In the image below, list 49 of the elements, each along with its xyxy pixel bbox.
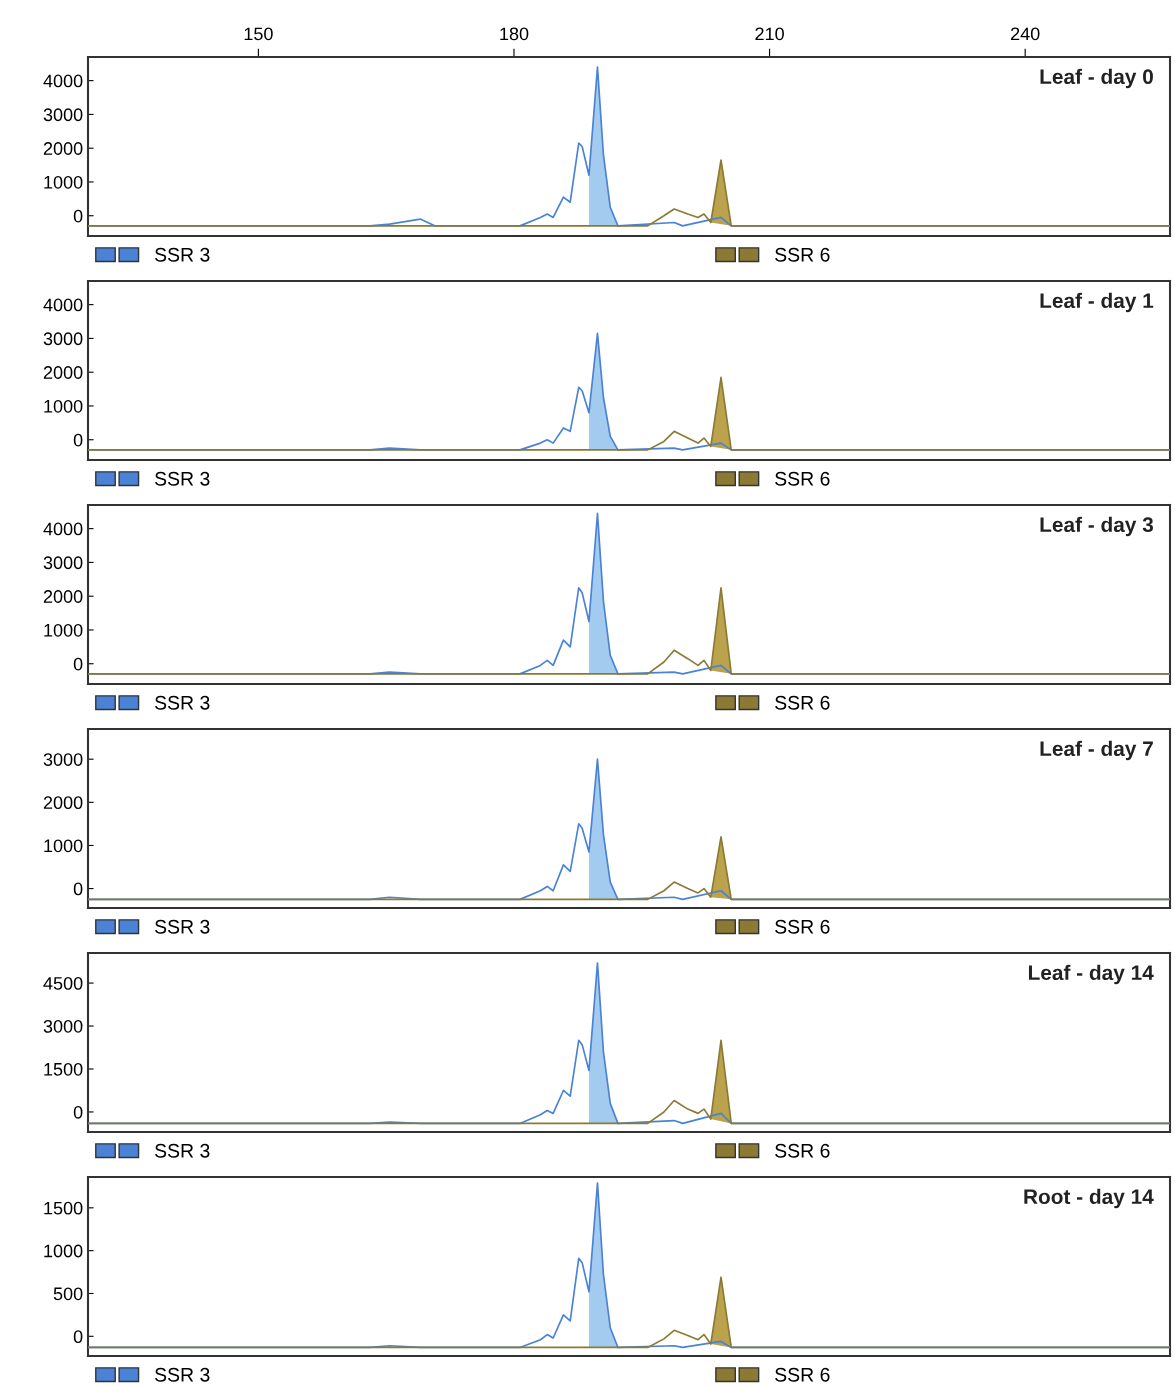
y-tick-label: 2000: [43, 366, 83, 379]
text: Root - day 14: [1024, 1188, 1154, 1209]
y-tick-label: 1000: [44, 839, 83, 853]
legend-label: SSR 3: [155, 471, 210, 486]
y-tick-label: 4000: [43, 298, 83, 312]
text: Leaf - day 3: [1040, 516, 1154, 537]
y-tick-label: 3000: [43, 332, 83, 346]
legend-label: SSR 6: [775, 695, 830, 710]
y-tick-label: 2000: [43, 796, 83, 810]
legend-label: SSR 3: [155, 695, 210, 710]
y-tick-label: 4000: [43, 522, 83, 536]
y-tick-label: 4000: [43, 74, 83, 88]
y-tick-label: 3000: [43, 753, 83, 766]
legend-label: SSR 6: [775, 919, 830, 934]
y-tick-label: 3000: [43, 556, 83, 570]
y-tick-label: 3000: [43, 108, 83, 122]
y-tick-label: 4500: [43, 977, 83, 990]
y-tick-label: 0: [73, 209, 83, 223]
y-tick-label: 3000: [43, 1019, 83, 1033]
legend-label: SSR 6: [775, 1367, 830, 1382]
y-tick-label: 1000: [44, 399, 83, 413]
y-tick-label: 1000: [44, 623, 83, 637]
legend-label: SSR 6: [775, 247, 830, 262]
legend-label: SSR 3: [155, 919, 210, 934]
text: Leaf - day 7: [1040, 740, 1153, 761]
x-tick-label: 210: [755, 27, 784, 41]
text: Leaf - day 14: [1028, 964, 1154, 985]
y-tick-label: 500: [53, 1287, 83, 1301]
y-tick-label: 1500: [44, 1201, 83, 1215]
legend-label: SSR 6: [775, 1143, 830, 1158]
y-tick-label: 2000: [43, 590, 83, 603]
y-tick-label: 0: [73, 1105, 83, 1119]
y-tick-label: 0: [73, 433, 83, 447]
y-tick-label: 0: [73, 1330, 83, 1344]
legend-label: SSR 3: [155, 1367, 210, 1382]
y-tick-label: 1000: [44, 175, 83, 189]
y-tick-label: 0: [73, 882, 83, 896]
y-tick-label: 0: [73, 657, 83, 671]
x-tick-label: 180: [500, 27, 529, 41]
legend-label: SSR 3: [155, 1143, 210, 1158]
y-tick-label: 1000: [44, 1244, 83, 1258]
text: Leaf - day 0: [1040, 68, 1153, 89]
x-tick-label: 240: [1011, 27, 1040, 41]
y-tick-label: 2000: [43, 142, 83, 155]
text: Leaf - day 1: [1040, 292, 1154, 313]
legend-label: SSR 3: [155, 247, 210, 262]
legend-label: SSR 6: [775, 471, 830, 486]
y-tick-label: 1500: [44, 1062, 83, 1076]
x-tick-label: 150: [244, 27, 273, 41]
